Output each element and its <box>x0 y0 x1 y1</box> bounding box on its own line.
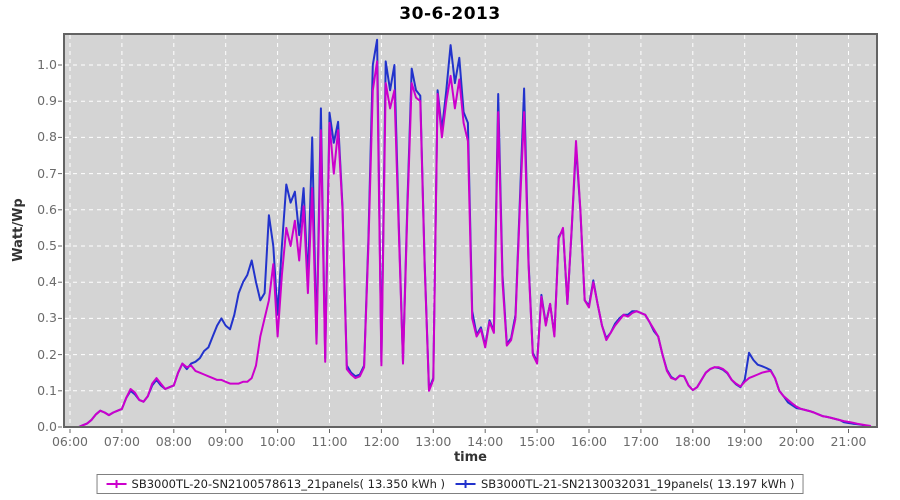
legend-item-label: SB3000TL-20-SN2100578613_21panels( 13.35… <box>131 477 445 491</box>
x-tick-label: 09:00 <box>207 434 244 449</box>
x-tick-label: 18:00 <box>674 434 711 449</box>
x-tick-label: 11:00 <box>311 434 348 449</box>
plot-border <box>63 33 878 428</box>
x-tick-label: 16:00 <box>570 434 608 449</box>
x-tick-label: 19:00 <box>726 434 763 449</box>
legend-item: SB3000TL-21-SN2130032031_19panels( 13.19… <box>455 477 794 491</box>
y-tick-label: 0.8 <box>37 129 57 145</box>
legend-item-label: SB3000TL-21-SN2130032031_19panels( 13.19… <box>481 477 795 491</box>
y-tick-label: 0.0 <box>37 419 57 434</box>
y-axis-title: Watt/Wp <box>11 198 26 262</box>
x-tick-label: 13:00 <box>415 434 452 449</box>
x-tick-label: 07:00 <box>103 434 140 449</box>
x-axis-title: time <box>453 450 488 465</box>
x-tick-label: 10:00 <box>259 434 296 449</box>
x-tick-label: 08:00 <box>155 434 192 449</box>
x-tick-label: 14:00 <box>467 434 504 449</box>
y-tick-label: 0.4 <box>37 274 57 290</box>
y-tick-label: 0.7 <box>37 165 57 181</box>
x-tick-label: 20:00 <box>778 434 815 449</box>
x-tick-label: 15:00 <box>519 434 556 449</box>
legend-line-swatch <box>456 480 476 488</box>
x-tick-label: 17:00 <box>622 434 659 449</box>
legend-item: SB3000TL-20-SN2100578613_21panels( 13.35… <box>106 477 445 491</box>
chart-title: 30-6-2013 <box>399 4 501 24</box>
x-tick-label: 12:00 <box>363 434 400 449</box>
x-tick-label: 21:00 <box>830 434 867 449</box>
y-tick-label: 0.1 <box>37 382 57 398</box>
x-tick-label: 06:00 <box>51 434 89 449</box>
y-tick-label: 0.3 <box>37 310 57 326</box>
series-line-sb3000tl-20 <box>77 60 872 428</box>
y-tick-label: 0.2 <box>37 346 57 362</box>
y-tick-label: 0.6 <box>37 201 57 217</box>
legend: SB3000TL-20-SN2100578613_21panels( 13.35… <box>96 474 804 494</box>
y-tick-label: 0.9 <box>37 93 57 109</box>
y-tick-label: 1.0 <box>37 57 57 72</box>
y-tick-label: 0.5 <box>37 238 57 253</box>
legend-line-swatch <box>106 480 127 488</box>
